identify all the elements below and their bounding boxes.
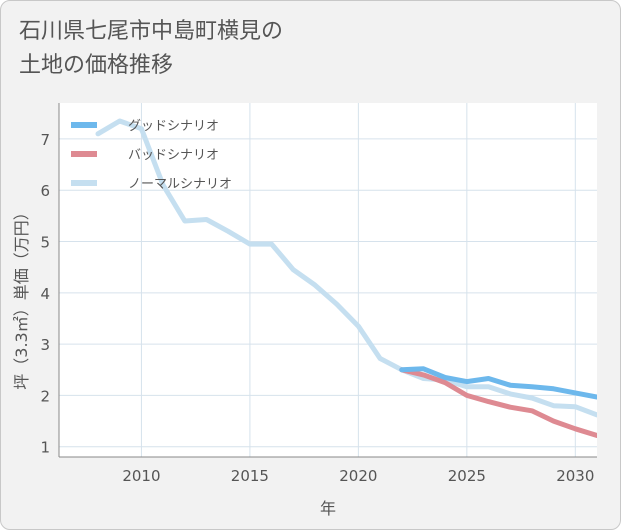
x-tick-label: 2030	[556, 467, 594, 485]
legend-label-normal: ノーマルシナリオ	[128, 177, 232, 192]
x-tick-label: 2020	[339, 467, 377, 485]
y-axis-label: 坪（3.3㎡）単価（万円）	[12, 204, 31, 389]
legend-label-good: グッドシナリオ	[128, 119, 219, 134]
y-tick-label: 7	[40, 131, 50, 149]
axes: 2010 2015 2020 2025 2030 1 2 3 4 5 6 7	[40, 103, 597, 485]
y-tick-label: 2	[40, 387, 50, 405]
chart-title: 石川県七尾市中島町横見の 土地の価格推移	[19, 15, 283, 83]
y-tick-label: 5	[40, 234, 50, 252]
y-tick-label: 4	[40, 285, 50, 303]
series-line-normal	[95, 118, 597, 418]
x-tick-label: 2025	[448, 467, 486, 485]
chart-title-line-1: 石川県七尾市中島町横見の	[19, 19, 284, 44]
y-tick-label: 3	[40, 336, 50, 354]
series-layer	[95, 118, 597, 438]
y-tick-label: 1	[40, 439, 50, 457]
chart-title-line-2: 土地の価格推移	[19, 53, 174, 78]
legend-label-bad: バッドシナリオ	[128, 148, 219, 163]
plot-area	[59, 103, 597, 457]
series-line-good	[399, 366, 597, 400]
y-tick-label: 6	[40, 182, 50, 200]
x-tick-label: 2010	[122, 467, 160, 485]
series-line-bad	[399, 367, 597, 438]
x-axis-label: 年	[320, 499, 336, 518]
x-tick-label: 2015	[231, 467, 269, 485]
